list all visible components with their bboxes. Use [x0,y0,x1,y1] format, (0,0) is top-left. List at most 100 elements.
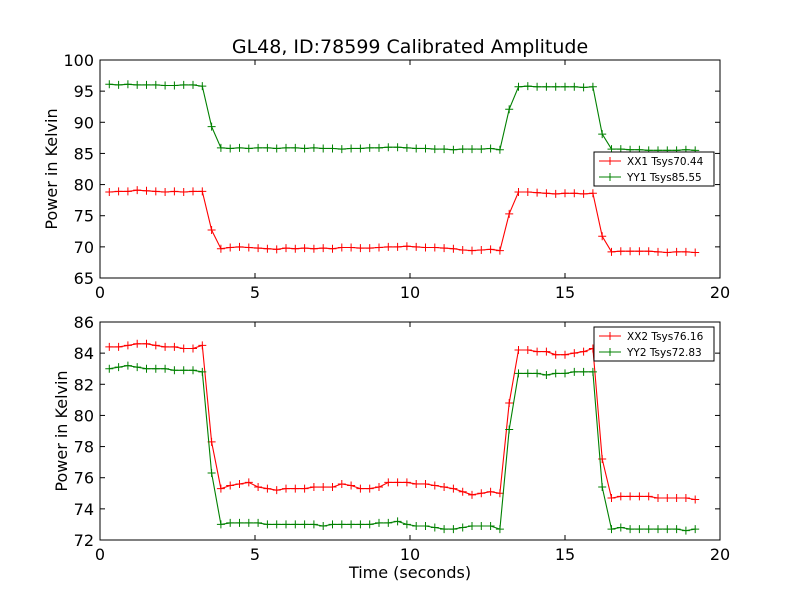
series-2 [105,361,700,535]
data-point [254,244,263,253]
data-point [412,521,421,530]
y-tick-label: 80 [74,176,94,195]
data-point [142,339,151,348]
data-point [681,493,690,502]
data-point [570,349,579,358]
data-point [375,518,383,527]
data-point [402,143,411,152]
data-point [216,520,225,529]
data-point [216,484,225,493]
data-point [226,243,235,252]
data-point [449,484,458,493]
legend-label: YY1 Tsys85.55 [626,172,702,184]
data-point [486,487,495,496]
data-point [309,520,318,529]
data-point [644,525,653,534]
data-point [672,525,681,534]
data-point [440,145,449,154]
y-tick-label: 80 [74,406,94,425]
data-point [384,242,393,251]
data-point [654,525,662,534]
data-point [551,82,560,91]
data-point [365,143,374,152]
data-point [654,493,662,502]
data-point [123,187,132,196]
x-tick-label: 15 [555,283,575,302]
data-point [142,186,151,195]
data-point [505,209,514,218]
y-tick-label: 76 [74,469,94,488]
data-point [133,186,142,195]
series-line [109,343,696,501]
data-point [402,242,411,251]
data-point [114,187,123,196]
data-point [477,145,486,154]
data-point [449,525,458,534]
data-point [347,144,356,153]
data-point [263,143,272,152]
data-point [198,341,207,350]
data-point [477,245,486,254]
data-point [161,342,170,351]
data-point [319,483,328,492]
data-point [226,481,235,490]
data-point [561,350,569,359]
data-point [486,144,495,153]
data-point [179,366,188,375]
data-point [421,479,430,488]
data-point [551,189,560,198]
legend: XX1 Tsys70.44 YY1 Tsys85.55 [593,151,715,187]
data-point [626,492,635,501]
y-tick-label: 82 [74,375,94,394]
data-point [244,243,253,252]
data-point [551,350,560,359]
data-point [282,143,290,152]
data-point [533,82,542,91]
data-point [254,483,263,492]
series-2 [105,80,700,155]
data-point [142,364,151,373]
data-point [607,247,616,256]
data-point [179,188,188,197]
data-point [570,82,579,91]
data-point [375,143,383,152]
data-point [412,242,421,251]
x-tick-label: 10 [400,283,420,302]
data-point [309,143,318,152]
data-point [570,367,579,376]
series-line [109,83,696,151]
data-point [263,484,272,493]
legend-marker [606,332,614,340]
data-point [681,247,690,256]
data-point [654,247,662,256]
data-point [523,346,532,355]
data-point [533,347,542,356]
data-point [337,520,346,529]
data-point [458,245,467,254]
data-point [235,518,244,527]
x-tick-label: 0 [95,283,105,302]
data-point [402,520,411,529]
x-tick-label: 15 [555,545,575,564]
data-point [440,244,449,253]
data-point [402,478,411,487]
y-tick-label: 70 [74,238,94,257]
data-point [412,144,421,153]
data-point [356,484,365,493]
data-point [161,364,170,373]
data-point [579,347,588,356]
data-point [412,479,421,488]
data-point [561,82,569,91]
data-point [384,143,393,152]
data-point [598,232,607,241]
data-point [551,369,560,378]
data-point [198,187,207,196]
legend-label: YY2 Tsys72.83 [626,347,702,359]
data-point [523,82,532,91]
data-point [282,244,290,253]
data-point [198,367,207,376]
data-point [468,490,476,499]
data-point [542,370,551,379]
data-point [542,82,551,91]
data-point [616,523,625,532]
